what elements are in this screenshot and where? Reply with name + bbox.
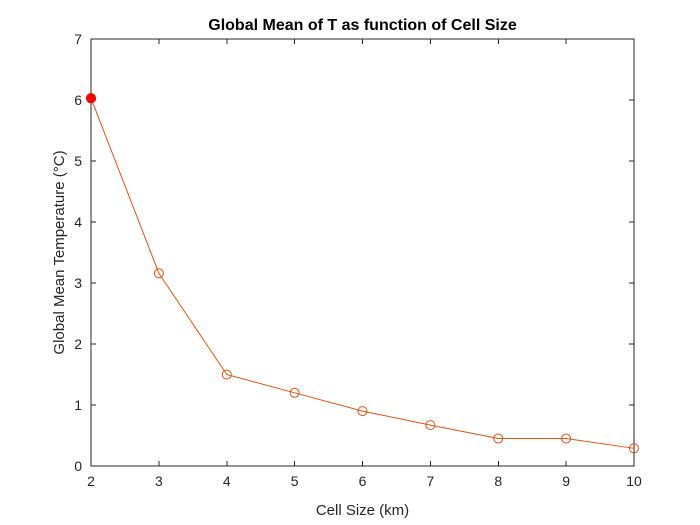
x-tick-label: 2 — [87, 473, 95, 489]
y-tick-label: 3 — [74, 275, 82, 291]
x-axis-ticks: 2 3 4 5 6 7 8 9 10 — [87, 39, 642, 489]
data-point — [493, 433, 504, 444]
y-tick-label: 0 — [74, 458, 82, 474]
x-tick-label: 8 — [494, 473, 502, 489]
data-point — [289, 387, 300, 398]
x-axis-label: Cell Size (km) — [316, 502, 409, 519]
y-tick-label: 2 — [74, 336, 82, 352]
highlighted-data-point — [86, 93, 96, 104]
x-tick-label: 6 — [359, 473, 367, 489]
y-tick-label: 4 — [74, 214, 82, 230]
x-tick-label: 3 — [155, 473, 163, 489]
y-tick-label: 6 — [74, 92, 82, 108]
y-tick-label: 1 — [74, 397, 82, 413]
data-point — [561, 433, 572, 444]
x-tick-label: 10 — [626, 473, 642, 489]
x-tick-label: 4 — [223, 473, 231, 489]
chart-title: Global Mean of T as function of Cell Siz… — [208, 17, 517, 34]
axes-frame — [90, 38, 635, 467]
y-tick-label: 7 — [74, 31, 82, 47]
data-point — [221, 369, 232, 380]
x-tick-label: 5 — [291, 473, 299, 489]
x-tick-label: 7 — [426, 473, 434, 489]
series-line — [90, 97, 635, 449]
y-axis-ticks: 0 1 2 3 4 5 6 7 — [74, 31, 634, 474]
series-layer — [90, 97, 635, 449]
y-tick-label: 5 — [74, 153, 82, 169]
data-point — [629, 443, 639, 454]
data-point — [153, 268, 164, 279]
data-point — [425, 420, 436, 431]
x-tick-label: 9 — [562, 473, 570, 489]
marker-layer — [86, 93, 639, 454]
data-point — [357, 406, 368, 417]
axes-box — [90, 38, 635, 467]
y-axis-label: Global Mean Temperature (°C) — [51, 150, 68, 354]
